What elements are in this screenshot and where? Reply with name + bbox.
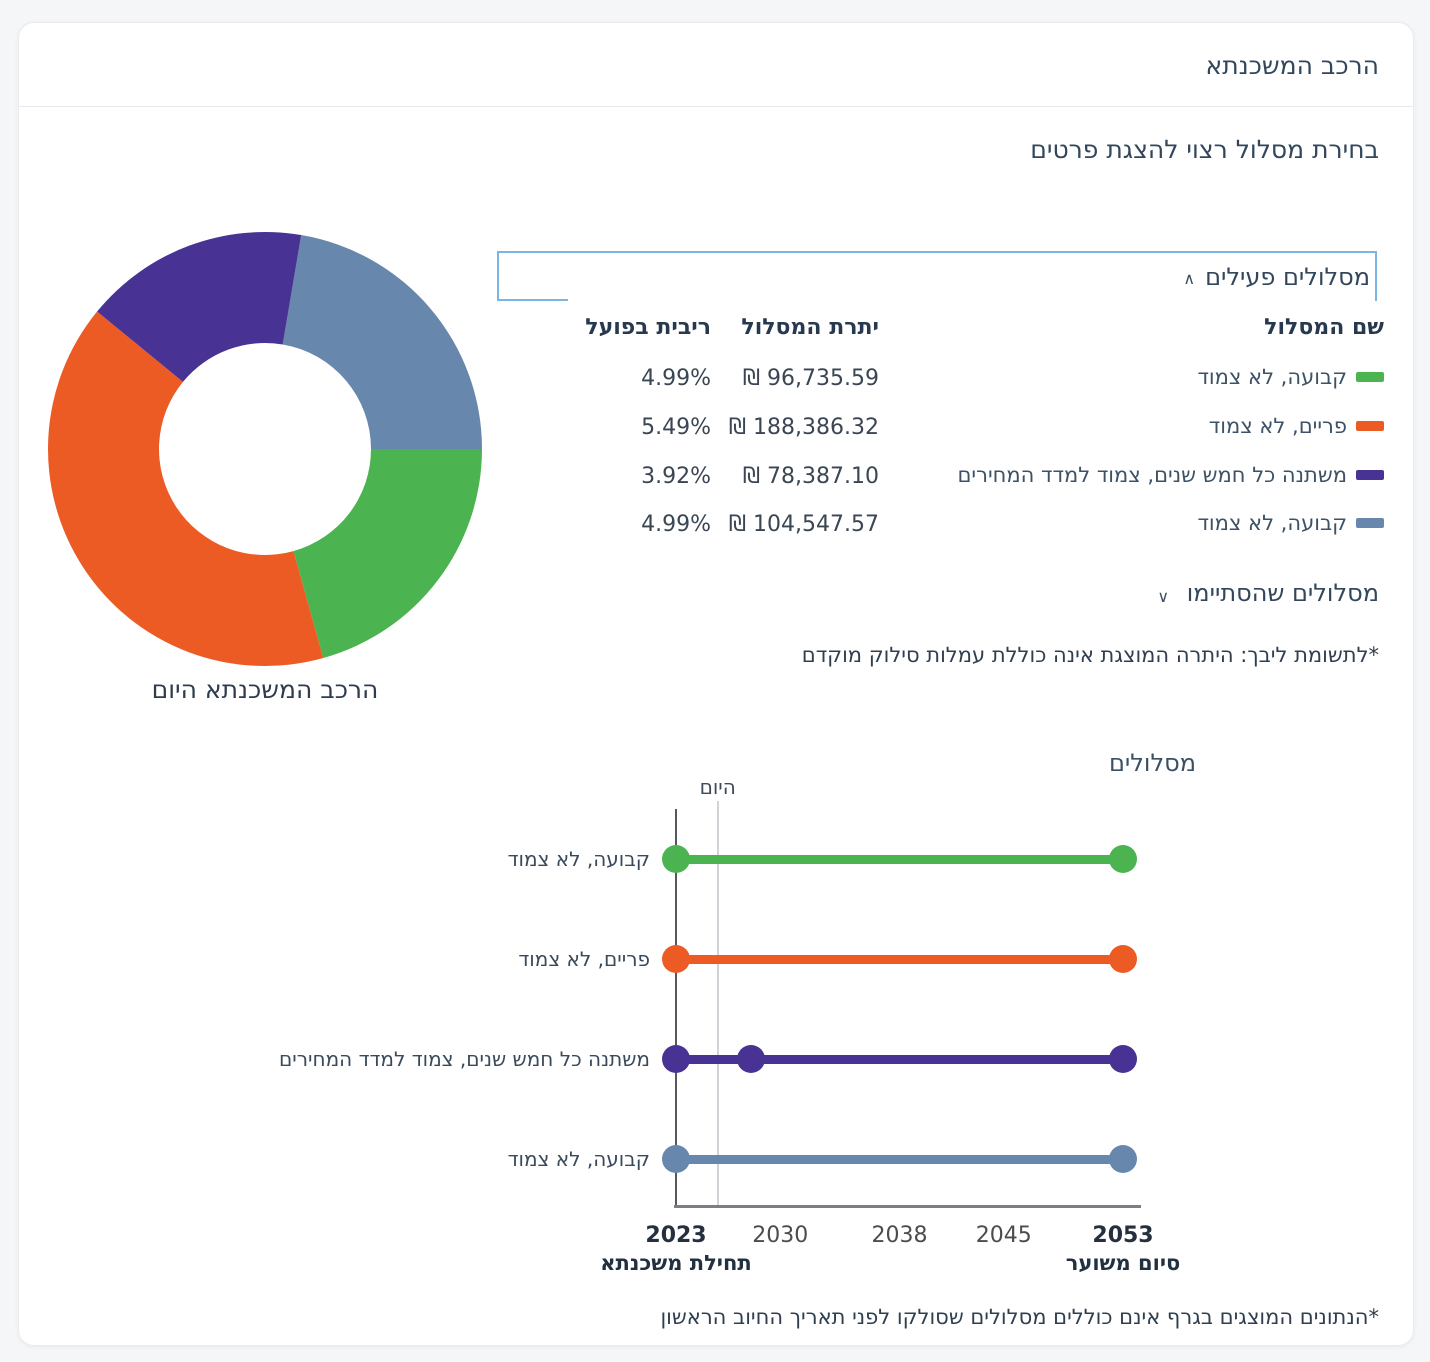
mortgage-composition-donut-chart[interactable] bbox=[45, 229, 485, 669]
track-name: קבועה, לא צמוד bbox=[1197, 511, 1347, 535]
timeline-milestone-dot bbox=[1109, 1145, 1137, 1173]
donut-segment[interactable] bbox=[97, 232, 302, 382]
timeline-track-line bbox=[676, 955, 1123, 964]
donut-segment[interactable] bbox=[48, 311, 324, 666]
track-balance: 104,547.57 ₪ bbox=[728, 512, 879, 537]
track-row[interactable]: קבועה, לא צמוד 96,735.59 ₪ 4.99% bbox=[497, 365, 1384, 395]
column-header-balance: יתרת המסלול bbox=[741, 315, 879, 340]
timeline-milestone-dot bbox=[1109, 945, 1137, 973]
finished-tracks-accordion-header[interactable]: מסלולים שהסתיימו ∨ bbox=[1157, 579, 1379, 607]
chart-disclaimer-note: *הנתונים המוצגים בגרף אינם כוללים מסלולי… bbox=[660, 1305, 1379, 1329]
chevron-down-icon: ∨ bbox=[1157, 587, 1170, 606]
donut-segment[interactable] bbox=[293, 449, 482, 659]
page-subtitle: בחירת מסלול רצוי להצגת פרטים bbox=[1030, 135, 1379, 164]
track-row[interactable]: משתנה כל חמש שנים, צמוד למדד המחירים 78,… bbox=[497, 463, 1384, 493]
track-color-swatch bbox=[1356, 372, 1384, 382]
timeline-milestone-dot bbox=[1109, 845, 1137, 873]
timeline-milestone-dot bbox=[662, 945, 690, 973]
page-title: הרכב המשכנתא bbox=[1205, 51, 1379, 80]
active-tracks-accordion-header[interactable]: מסלולים פעילים ∧ bbox=[497, 251, 1377, 301]
x-axis-sublabel: תחילת משכנתא bbox=[600, 1251, 752, 1275]
track-rate: 4.99% bbox=[641, 366, 711, 391]
timeline-milestone-dot bbox=[736, 1045, 765, 1073]
timeline-milestone-dot bbox=[662, 1045, 690, 1073]
track-name: משתנה כל חמש שנים, צמוד למדד המחירים bbox=[957, 463, 1347, 487]
x-axis-tick-label: 2023 bbox=[645, 1223, 707, 1248]
track-row[interactable]: קבועה, לא צמוד 104,547.57 ₪ 4.99% bbox=[497, 511, 1384, 541]
x-axis-tick-label: 2030 bbox=[752, 1223, 809, 1248]
x-axis-tick-label: 2053 bbox=[1092, 1223, 1154, 1248]
track-color-swatch bbox=[1356, 470, 1384, 480]
timeline-track-line bbox=[676, 1055, 1123, 1064]
track-rate: 4.99% bbox=[641, 512, 711, 537]
track-rate: 3.92% bbox=[641, 464, 711, 489]
x-axis-tick-label: 2038 bbox=[871, 1223, 928, 1248]
y-axis-line bbox=[675, 809, 677, 1208]
x-axis-tick-label: 2045 bbox=[975, 1223, 1032, 1248]
active-tracks-title: מסלולים פעילים bbox=[1205, 263, 1370, 291]
donut-segment[interactable] bbox=[282, 235, 482, 450]
finished-tracks-title: מסלולים שהסתיימו bbox=[1186, 579, 1379, 607]
track-color-swatch bbox=[1356, 518, 1384, 528]
timeline-row-label: פריים, לא צמוד bbox=[518, 947, 650, 971]
column-header-rate: ריבית בפועל bbox=[585, 315, 711, 340]
chevron-up-icon: ∧ bbox=[1183, 268, 1196, 288]
timeline-track-line bbox=[676, 855, 1123, 864]
balance-disclaimer-note: *לתשומת ליבך: היתרה המוצגת אינה כוללת עמ… bbox=[801, 643, 1379, 667]
timeline-row-label: קבועה, לא צמוד bbox=[507, 847, 650, 871]
track-name: פריים, לא צמוד bbox=[1208, 414, 1347, 438]
timeline-milestone-dot bbox=[1109, 1045, 1137, 1073]
donut-caption: הרכב המשכנתא היום bbox=[151, 675, 379, 704]
track-color-swatch bbox=[1356, 421, 1384, 431]
timeline-milestone-dot bbox=[662, 1145, 690, 1173]
timeline-title: מסלולים bbox=[1109, 749, 1196, 777]
mortgage-composition-card: הרכב המשכנתא בחירת מסלול רצוי להצגת פרטי… bbox=[18, 22, 1414, 1346]
tracks-table-header: שם המסלול יתרת המסלול ריבית בפועל bbox=[497, 315, 1384, 345]
track-name: קבועה, לא צמוד bbox=[1197, 365, 1347, 389]
track-balance: 188,386.32 ₪ bbox=[728, 415, 879, 440]
x-axis-sublabel: סיום משוער bbox=[1065, 1251, 1181, 1275]
track-name-cell: קבועה, לא צמוד bbox=[1197, 511, 1384, 535]
track-balance: 96,735.59 ₪ bbox=[742, 366, 879, 391]
track-balance: 78,387.10 ₪ bbox=[742, 464, 879, 489]
today-label: היום bbox=[699, 775, 736, 799]
timeline-row-label: קבועה, לא צמוד bbox=[507, 1147, 650, 1171]
today-line bbox=[716, 801, 719, 1208]
timeline-track-line bbox=[676, 1155, 1123, 1164]
track-rate: 5.49% bbox=[641, 415, 711, 440]
card-header: הרכב המשכנתא bbox=[19, 23, 1413, 107]
track-name-cell: פריים, לא צמוד bbox=[1209, 414, 1384, 438]
x-axis-line bbox=[674, 1205, 1141, 1208]
track-name-cell: קבועה, לא צמוד bbox=[1197, 365, 1384, 389]
timeline-row-label: משתנה כל חמש שנים, צמוד למדד המחירים bbox=[279, 1047, 650, 1071]
column-header-name: שם המסלול bbox=[1264, 315, 1384, 340]
timeline-milestone-dot bbox=[662, 845, 690, 873]
track-row[interactable]: פריים, לא צמוד 188,386.32 ₪ 5.49% bbox=[497, 414, 1384, 444]
track-name-cell: משתנה כל חמש שנים, צמוד למדד המחירים bbox=[957, 463, 1384, 487]
